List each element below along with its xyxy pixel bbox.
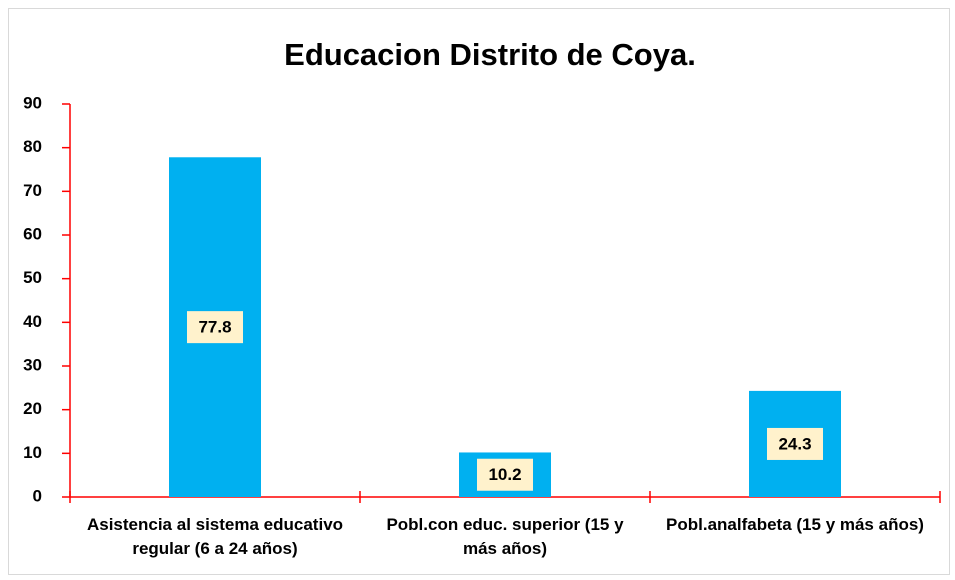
y-tick-label: 70: [23, 181, 42, 200]
y-tick-label: 80: [23, 137, 42, 156]
x-tick-label: Asistencia al sistema educativo regular …: [86, 515, 344, 558]
data-label-box: [187, 311, 243, 344]
data-label-box: [767, 427, 823, 460]
y-tick-label: 0: [33, 486, 42, 505]
y-tick-label: 30: [23, 355, 42, 374]
y-tick-label: 20: [23, 399, 42, 418]
data-label: 10.2: [488, 465, 521, 484]
data-label: 77.8: [198, 318, 231, 337]
y-tick-label: 60: [23, 224, 42, 243]
y-tick-label: 10: [23, 443, 42, 462]
chart-title: Educacion Distrito de Coya.: [284, 37, 696, 72]
y-tick-label: 50: [23, 268, 42, 287]
y-tick-label: 40: [23, 312, 42, 331]
y-tick-label: 90: [23, 93, 42, 112]
x-tick-label: Pobl.con educ. superior (15 y más años): [386, 515, 624, 558]
data-label: 24.3: [778, 434, 811, 453]
x-tick-label: Pobl.analfabeta (15 y más años): [666, 515, 924, 534]
data-label-box: [477, 458, 533, 491]
